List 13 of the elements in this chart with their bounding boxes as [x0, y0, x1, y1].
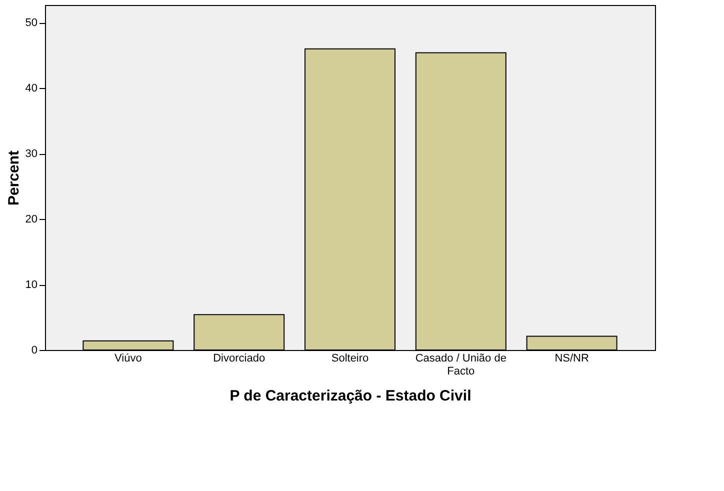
y-axis-title: Percent: [5, 150, 22, 206]
x-axis-title: P de Caracterização - Estado Civil: [230, 388, 472, 404]
y-tick-label: 10: [25, 279, 38, 292]
y-tick-label: 50: [25, 17, 38, 30]
y-tick-label: 0: [31, 344, 38, 356]
y-tick-label: 30: [25, 148, 38, 160]
x-tick-label: NS/NR: [554, 352, 589, 364]
y-tick-label: 40: [25, 82, 38, 95]
x-tick-label: Solteiro: [331, 352, 369, 364]
y-tick-label: 20: [25, 214, 38, 226]
x-tick-label: Divorciado: [213, 352, 266, 364]
x-tick-label: Viúvo: [114, 352, 142, 364]
x-tick-label: Casado / União de Facto: [415, 352, 506, 378]
